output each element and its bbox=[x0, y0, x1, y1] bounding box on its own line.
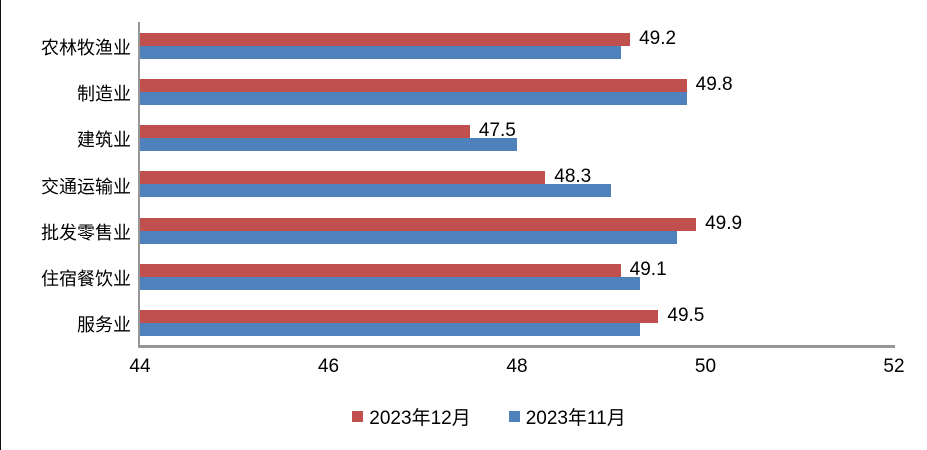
bar-dec-2023 bbox=[140, 263, 621, 277]
plot-area: 49.2 49.8 47.5 48.3 49.9 49.1 49.5 bbox=[138, 22, 895, 348]
legend-swatch-icon bbox=[508, 411, 520, 422]
category-label: 农林牧渔业 bbox=[41, 38, 131, 59]
legend-item: 2023年12月 bbox=[352, 403, 471, 430]
bar-dec-2023 bbox=[140, 33, 631, 46]
x-tick-label: 52 bbox=[883, 356, 905, 377]
bar-nov-2023 bbox=[140, 138, 517, 152]
bar-nov-2023 bbox=[140, 322, 640, 336]
data-label: 47.5 bbox=[478, 120, 516, 142]
data-label: 49.1 bbox=[629, 258, 667, 280]
data-label: 49.2 bbox=[639, 28, 677, 49]
x-tick-label: 50 bbox=[694, 356, 717, 377]
data-label: 49.8 bbox=[695, 74, 733, 96]
category-label: 制造业 bbox=[77, 84, 131, 105]
category-label: 交通运输业 bbox=[41, 176, 131, 197]
x-tick-label: 48 bbox=[506, 356, 528, 377]
y-axis-line bbox=[138, 22, 140, 345]
x-tick-label: 46 bbox=[317, 356, 340, 377]
legend-item: 2023年11月 bbox=[508, 403, 626, 430]
bar-dec-2023 bbox=[140, 217, 697, 231]
category-label: 建筑业 bbox=[77, 130, 131, 151]
legend-label: 2023年11月 bbox=[525, 408, 626, 429]
bar-dec-2023 bbox=[140, 171, 546, 185]
bar-dec-2023 bbox=[140, 125, 470, 139]
legend-label: 2023年12月 bbox=[369, 408, 471, 429]
bar-nov-2023 bbox=[140, 92, 687, 106]
category-label: 批发零售业 bbox=[41, 222, 131, 243]
data-label: 49.9 bbox=[705, 212, 743, 234]
data-label: 49.5 bbox=[667, 304, 705, 326]
category-label: 住宿餐饮业 bbox=[41, 268, 131, 289]
x-tick-label: 44 bbox=[129, 356, 151, 377]
legend: 2023年12月 2023年11月 bbox=[26, 403, 927, 430]
bar-nov-2023 bbox=[140, 46, 621, 59]
bar-nov-2023 bbox=[140, 184, 612, 198]
bar-dec-2023 bbox=[140, 79, 687, 93]
category-label: 服务业 bbox=[77, 314, 131, 335]
x-axis-line bbox=[138, 345, 895, 348]
bar-dec-2023 bbox=[140, 309, 659, 323]
bar-nov-2023 bbox=[140, 230, 678, 244]
bar-nov-2023 bbox=[140, 276, 640, 290]
data-label: 48.3 bbox=[554, 166, 592, 188]
legend-swatch-icon bbox=[352, 411, 364, 422]
